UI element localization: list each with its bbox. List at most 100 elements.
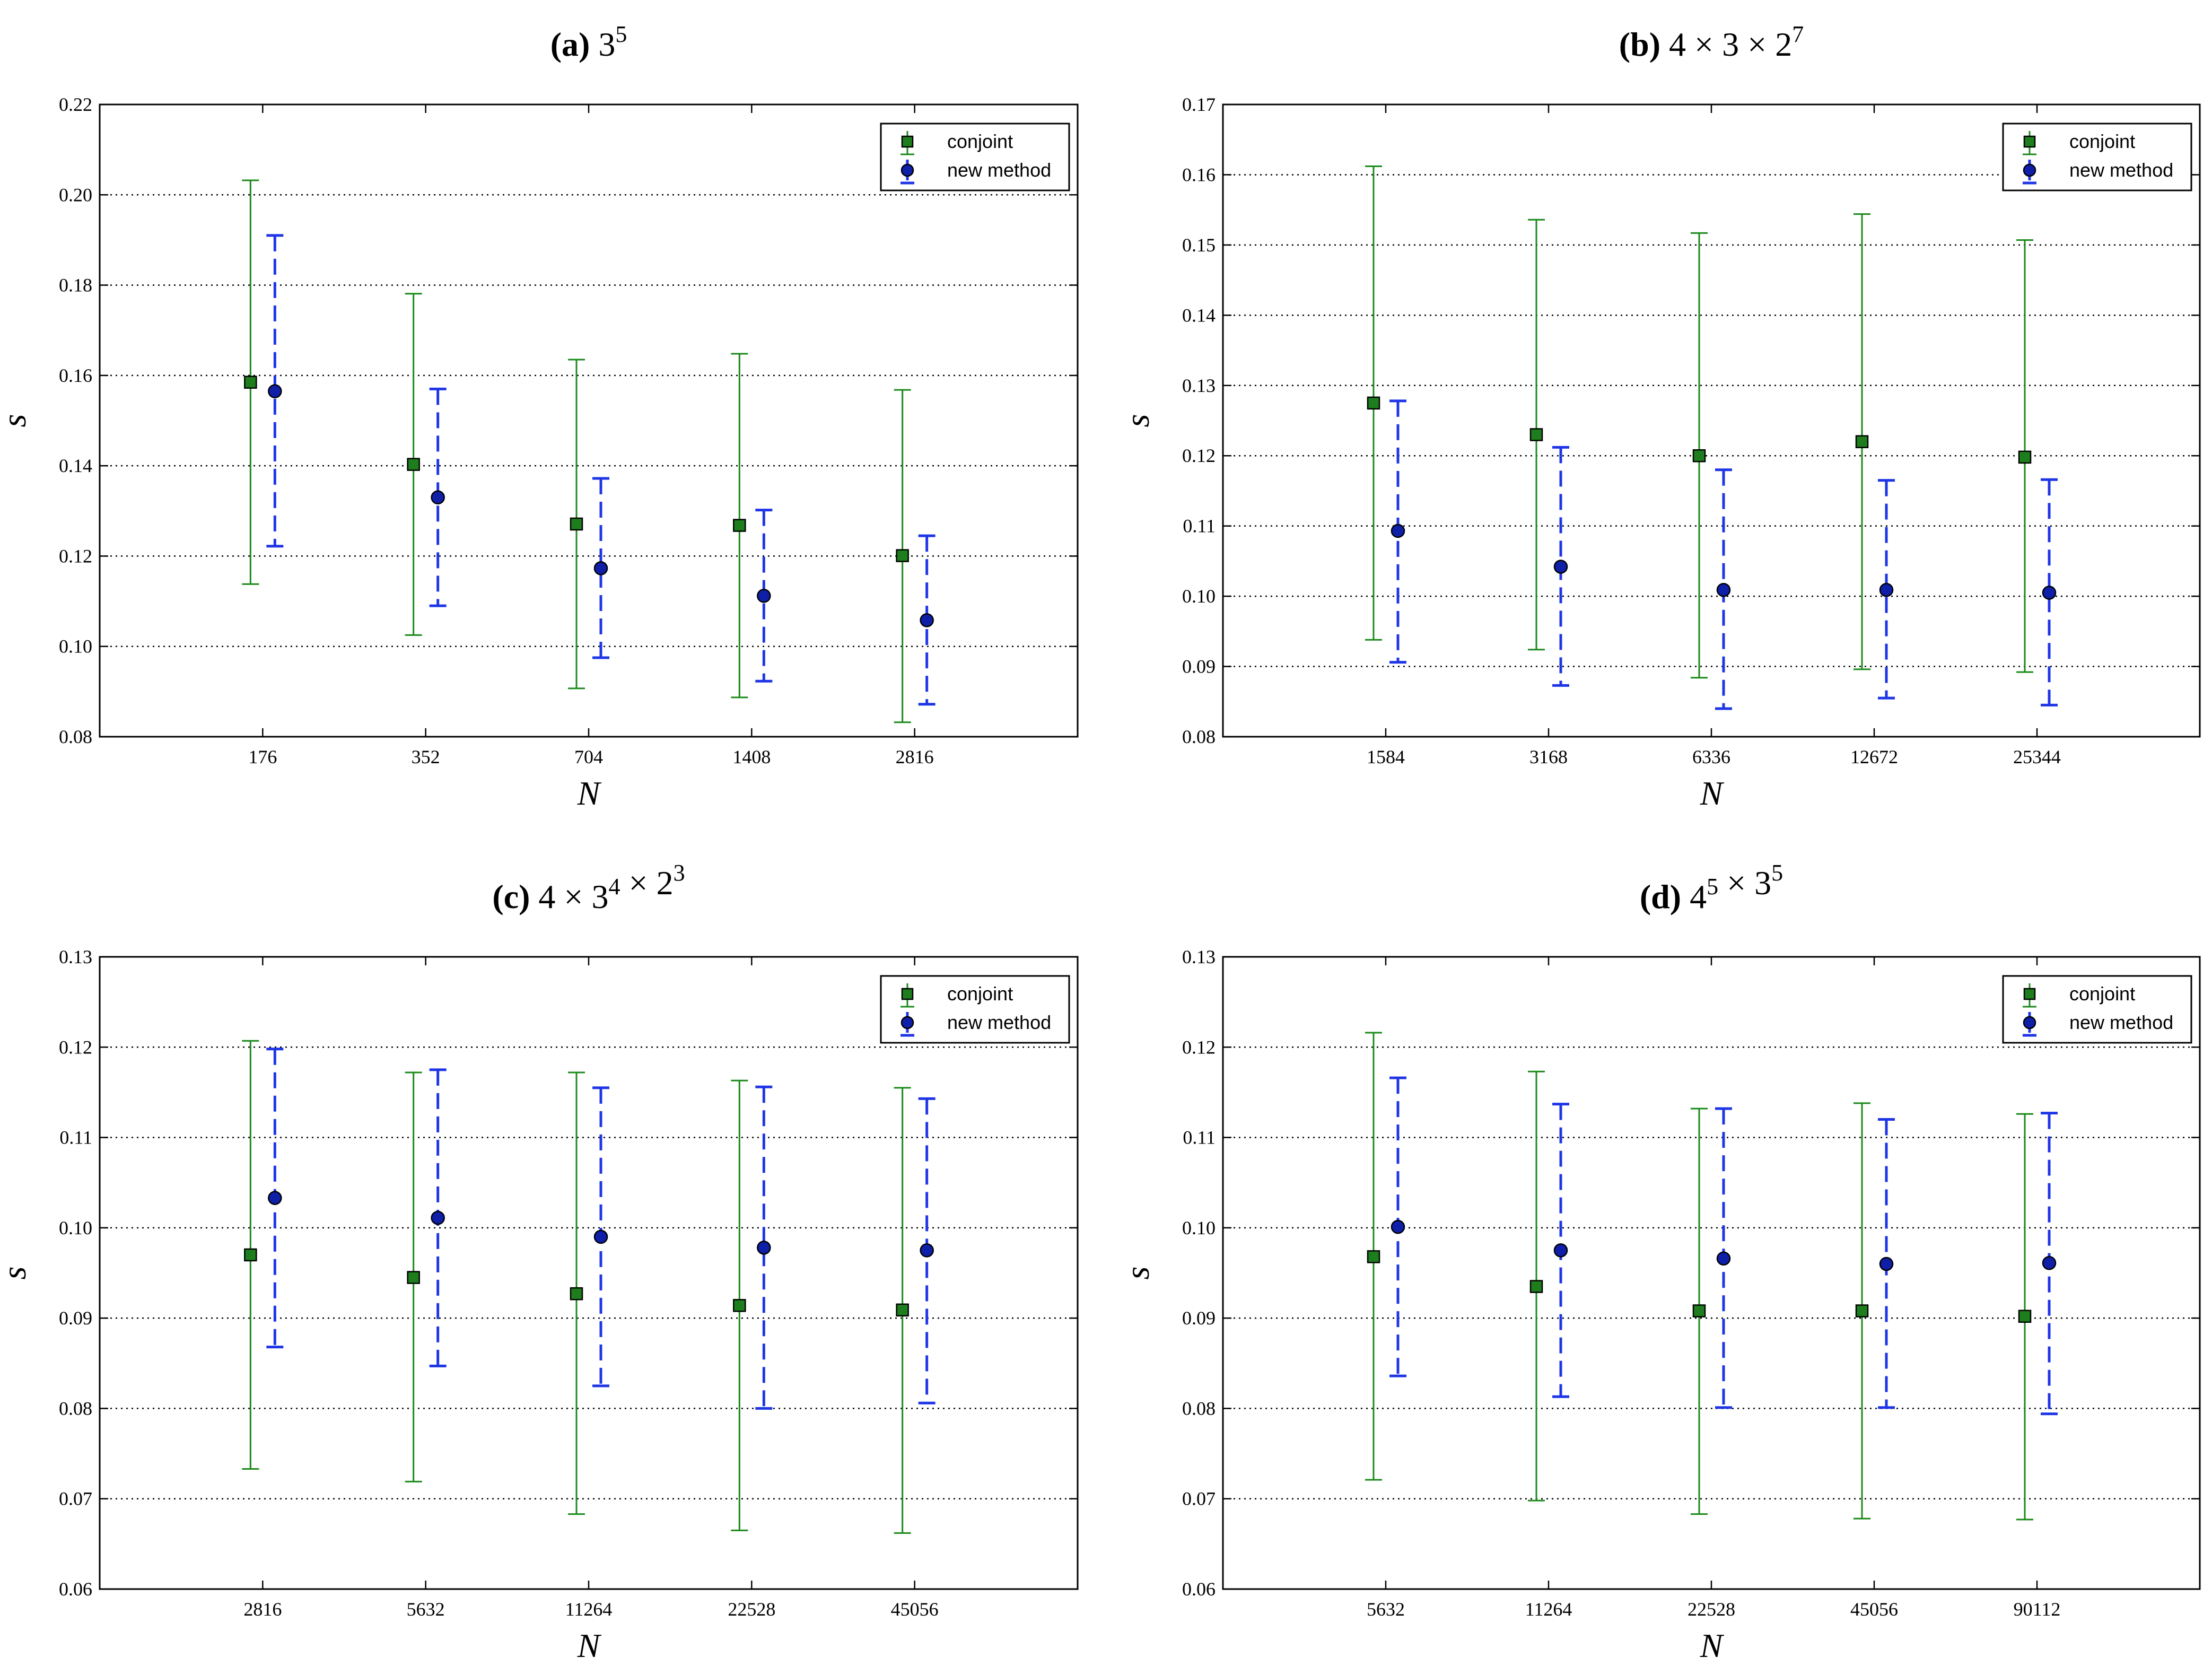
y-tick-label: 0.07 [59, 1488, 92, 1510]
conjoint-point [1367, 1250, 1380, 1263]
x-tick-label: 704 [574, 746, 603, 767]
chart-title-part: 4 × 3 [538, 878, 608, 915]
legend: conjoint new method [2002, 123, 2192, 191]
chart-title-space [1660, 25, 1669, 63]
new-method-point [1716, 582, 1731, 597]
y-tick-label: 0.10 [1182, 1217, 1216, 1238]
plot-frame [1222, 103, 2201, 738]
x-axis-label: N [1700, 774, 1725, 812]
new-method-point [920, 613, 934, 627]
y-tick-label: 0.13 [1182, 946, 1216, 967]
legend-box [2002, 975, 2192, 1044]
chart-title-superscript: 7 [1792, 21, 1804, 47]
new-method-point [431, 1210, 445, 1225]
x-axis-label: N [1700, 1627, 1725, 1664]
legend-square-marker [2023, 988, 2036, 1000]
legend: conjoint new method [880, 975, 1070, 1044]
conjoint-point [1529, 1280, 1543, 1293]
chart-title-superscript: 5 [615, 21, 627, 47]
conjoint-point [407, 458, 420, 471]
chart-panel-d: (d) 45 × 350.060.070.080.090.100.110.120… [1118, 860, 2201, 1664]
x-tick-label: 12672 [1850, 746, 1898, 767]
new-method-point [920, 1243, 934, 1258]
conjoint-point [1692, 1304, 1706, 1318]
chart-title-superscript: 5 [1771, 860, 1783, 886]
x-tick-label: 45056 [891, 1599, 939, 1620]
x-axis-label: N [577, 1627, 602, 1664]
y-tick-label: 0.12 [59, 545, 92, 566]
conjoint-point [1855, 435, 1869, 448]
y-tick-label: 0.10 [59, 636, 92, 657]
legend-circle-marker [2023, 1016, 2036, 1030]
legend-circle-marker [2023, 163, 2036, 177]
x-tick-label: 176 [248, 746, 277, 767]
x-tick-label: 1408 [732, 746, 771, 767]
chart-title: (a) 35 [550, 21, 627, 63]
y-tick-label: 0.12 [1182, 1036, 1216, 1058]
new-method-point [268, 384, 282, 398]
new-method-point [1553, 560, 1568, 574]
legend: conjoint new method [880, 123, 1070, 191]
conjoint-point [244, 1248, 257, 1262]
chart-title-superscript: 3 [674, 860, 685, 886]
y-tick-label: 0.13 [1182, 375, 1216, 396]
legend-box [880, 123, 1070, 191]
y-tick-label: 0.06 [1182, 1578, 1216, 1600]
new-method-point [431, 490, 445, 504]
x-tick-label: 45056 [1850, 1599, 1898, 1620]
chart-title-part: × 3 [1718, 864, 1771, 902]
conjoint-point [896, 549, 909, 562]
y-tick-label: 0.11 [1183, 516, 1216, 537]
legend: conjoint new method [2002, 975, 2192, 1044]
legend-label: conjoint [947, 130, 1013, 152]
conjoint-point [244, 376, 257, 389]
y-tick-label: 0.09 [1182, 1307, 1216, 1329]
x-tick-label: 22528 [728, 1599, 775, 1620]
y-tick-label: 0.16 [1182, 164, 1216, 185]
x-axis-label: N [577, 774, 602, 812]
legend-square-marker [901, 988, 914, 1000]
chart-title-part: 4 × 3 × 2 [1669, 25, 1792, 63]
new-method-point [1391, 1219, 1405, 1234]
y-tick-label: 0.09 [1182, 656, 1216, 677]
y-axis-label: s [1118, 1267, 1156, 1280]
y-tick-label: 0.18 [59, 275, 92, 296]
x-tick-label: 11264 [1525, 1599, 1572, 1620]
y-tick-label: 0.11 [59, 1127, 92, 1148]
legend-label: conjoint [2069, 983, 2135, 1005]
new-method-point [1391, 524, 1405, 538]
legend-square-marker [2023, 135, 2036, 148]
x-tick-label: 2816 [243, 1599, 282, 1620]
chart-title: (d) 45 × 35 [1640, 860, 1783, 915]
legend-circle-marker [900, 163, 914, 177]
y-tick-label: 0.22 [59, 94, 92, 115]
new-method-point [757, 589, 771, 603]
legend-label: conjoint [2069, 130, 2135, 152]
legend-box [880, 975, 1070, 1044]
chart-title-superscript: 4 [609, 874, 620, 900]
y-tick-label: 0.10 [59, 1217, 92, 1238]
y-tick-label: 0.08 [59, 1398, 92, 1419]
new-method-point [2042, 1256, 2057, 1270]
conjoint-point [1692, 449, 1706, 463]
x-tick-label: 25344 [2013, 746, 2061, 767]
y-tick-label: 0.14 [1182, 304, 1216, 326]
y-tick-label: 0.09 [59, 1307, 92, 1329]
chart-title-letter: (b) [1619, 25, 1660, 63]
conjoint-point [570, 517, 583, 531]
new-method-point [1553, 1243, 1568, 1258]
conjoint-point [570, 1287, 583, 1301]
new-method-point [1879, 1257, 1894, 1271]
y-tick-label: 0.06 [59, 1578, 92, 1600]
chart-title-superscript: 5 [1707, 874, 1718, 900]
y-tick-label: 0.15 [1182, 234, 1216, 256]
legend-label: new method [2069, 1011, 2173, 1033]
legend-label: new method [947, 159, 1051, 181]
chart-title-letter: (a) [550, 25, 590, 63]
legend-box [2002, 123, 2192, 191]
plot-frame [1222, 956, 2201, 1590]
y-tick-label: 0.17 [1182, 94, 1216, 115]
y-axis-label: s [0, 1267, 33, 1280]
y-tick-label: 0.08 [1182, 1398, 1216, 1419]
chart-title-space [1681, 878, 1690, 915]
